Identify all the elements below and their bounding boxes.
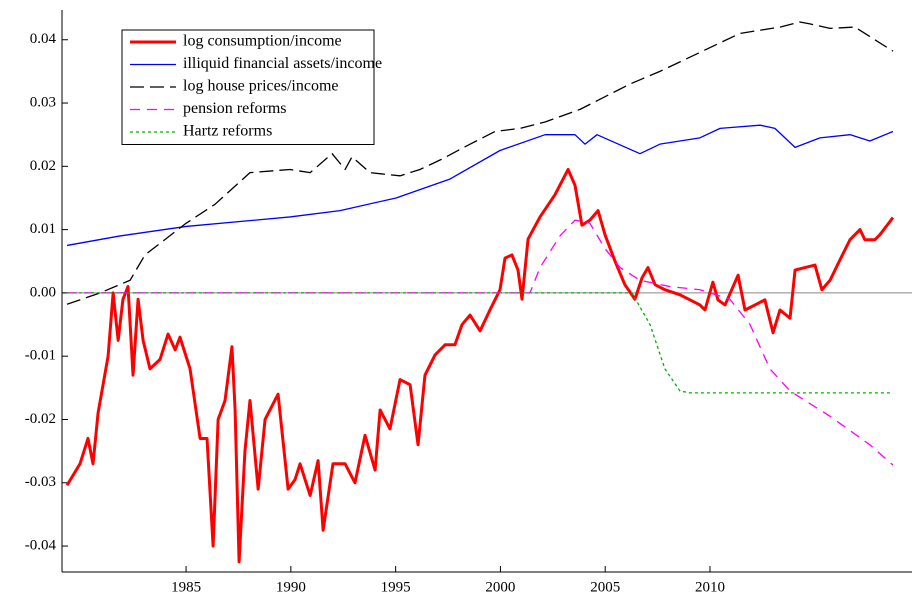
x-tick-label: 1995 <box>381 579 411 593</box>
x-tick-label: 1990 <box>276 579 306 593</box>
y-tick-label: -0.01 <box>25 348 56 364</box>
x-tick-label: 2000 <box>485 579 515 593</box>
x-tick-label: 2010 <box>695 579 725 593</box>
legend-label: illiquid financial assets/income <box>183 55 382 72</box>
series-line <box>67 219 894 466</box>
series-line <box>67 292 893 394</box>
y-tick-label: 0.04 <box>30 31 57 47</box>
y-tick-label: -0.04 <box>25 537 57 553</box>
x-tick-label: 2005 <box>590 579 620 593</box>
legend-label: log house prices/income <box>183 78 339 95</box>
legend-label: pension reforms <box>183 100 287 117</box>
series-line <box>65 167 895 564</box>
legend: log consumption/income illiquid financial… <box>121 29 382 145</box>
x-tick-label: 1985 <box>171 579 201 593</box>
y-tick-label: 0.00 <box>30 284 56 300</box>
y-tick-label: -0.02 <box>25 411 56 427</box>
series-line <box>66 124 894 247</box>
y-tick-label: -0.03 <box>25 474 56 490</box>
legend-label: log consumption/income <box>183 33 342 50</box>
y-tick-label: 0.01 <box>30 221 56 237</box>
series-line <box>66 21 894 305</box>
legend-label: Hartz reforms <box>183 123 272 140</box>
y-tick-label: 0.02 <box>30 158 56 174</box>
y-tick-label: 0.03 <box>30 94 56 110</box>
